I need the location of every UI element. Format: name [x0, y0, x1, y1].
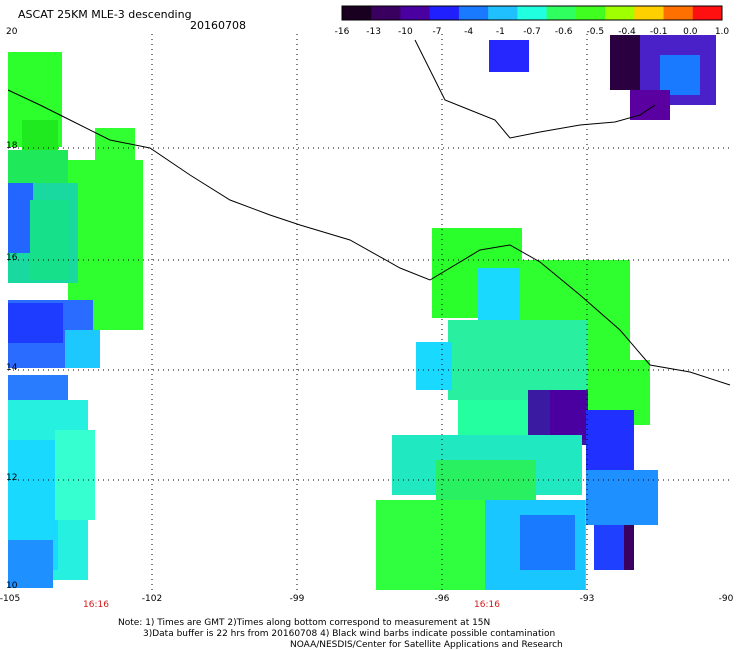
lon-label: -99: [289, 594, 305, 604]
lon-label: -93: [579, 594, 595, 604]
colorbar-border: [341, 5, 723, 21]
colorbar-tick-label: 0.0: [683, 27, 698, 37]
lon-label: -102: [141, 594, 163, 604]
colorbar-swatch: [575, 6, 606, 20]
footer-note-1: Note: 1) Times are GMT 2)Times along bot…: [118, 618, 491, 628]
grid: [8, 34, 730, 590]
colorbar-swatch: [692, 6, 723, 20]
colorbar-swatch: [458, 6, 489, 20]
lon-label: -90: [718, 594, 734, 604]
colorbar-tick-label: 1.0: [714, 27, 730, 37]
lon-label: -105: [0, 594, 21, 604]
chart-title: ASCAT 25KM MLE-3 descending: [18, 8, 192, 21]
colorbar-tick-label: -13: [366, 27, 382, 37]
colorbar-swatch: [400, 6, 431, 20]
colorbar-tick-label: -0.1: [649, 27, 668, 37]
colorbar-tick-label: -0.5: [586, 27, 605, 37]
coastline: [7, 89, 731, 386]
coastline-gulf: [414, 39, 656, 139]
footer-note-3: NOAA/NESDIS/Center for Satellite Applica…: [290, 640, 563, 650]
lat-label: 20: [6, 27, 18, 37]
lat-label: 12: [6, 473, 18, 483]
swath-left: [8, 52, 143, 588]
colorbar-tick-label: -7: [432, 27, 442, 37]
colorbar-swatch: [663, 6, 694, 20]
colorbar-swatch: [342, 6, 372, 20]
colorbar-tick-label: -0.6: [554, 27, 573, 37]
colorbar-tick-label: -0.4: [618, 27, 636, 37]
colorbar-swatch: [546, 6, 577, 20]
colorbar-swatch: [517, 6, 548, 20]
footer-note-2: 3)Data buffer is 22 hrs from 20160708 4)…: [143, 629, 556, 639]
colorbar-swatch: [429, 6, 460, 20]
lon-label: -96: [434, 594, 450, 604]
colorbar-swatch: [488, 6, 518, 20]
colorbar-swatch: [605, 6, 635, 20]
colorbar-swatch: [371, 6, 401, 20]
lat-label: 14: [6, 363, 18, 373]
time-label: 16:16: [83, 600, 109, 610]
colorbar-tick-label: -4: [464, 27, 474, 37]
swath-top: [489, 35, 716, 120]
lat-label: 18: [6, 141, 18, 151]
colorbar-tick-label: -1: [495, 27, 505, 37]
colorbar-tick-label: -0.7: [523, 27, 541, 37]
time-label: 16:16: [474, 600, 500, 610]
swath-right: [376, 228, 658, 590]
lat-label: 10: [6, 581, 18, 591]
colorbar: [341, 5, 723, 21]
colorbar-tick-label: -16: [334, 27, 350, 37]
lat-label: 16: [6, 253, 18, 263]
chart-date: 20160708: [190, 19, 246, 32]
colorbar-swatch: [634, 6, 665, 20]
colorbar-tick-label: -10: [397, 27, 413, 37]
